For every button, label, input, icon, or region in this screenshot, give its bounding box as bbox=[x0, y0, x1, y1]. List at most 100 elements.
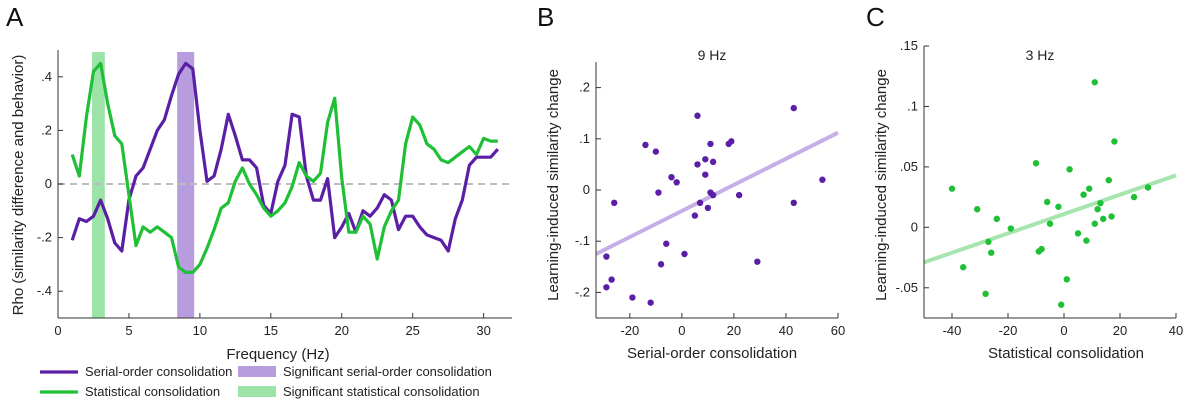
panel-c-y-tick-label: .05 bbox=[900, 159, 918, 174]
scatter-point bbox=[704, 204, 712, 212]
panel-a-y-axis-label: Rho (similarity difference and behavior) bbox=[10, 55, 27, 316]
panel-a-x-tick-label: 30 bbox=[476, 323, 490, 338]
legend-label: Statistical consolidation bbox=[85, 384, 220, 399]
scatter-point bbox=[655, 189, 662, 196]
scatter-point bbox=[819, 176, 826, 183]
scatter-point bbox=[657, 261, 665, 268]
scatter-point bbox=[1046, 220, 1054, 227]
panel-c-x-tick-label: -20 bbox=[999, 323, 1018, 338]
panel-b-y-tick-label: 0 bbox=[583, 182, 590, 197]
panel-c-y-axis-label: Learning-induced similarity change bbox=[873, 69, 890, 301]
panel-a-x-tick-label: 25 bbox=[405, 323, 419, 338]
scatter-point bbox=[1105, 176, 1113, 184]
scatter-point bbox=[735, 191, 743, 199]
scatter-point bbox=[1063, 276, 1071, 283]
scatter-point bbox=[709, 191, 717, 199]
scatter-point bbox=[696, 199, 704, 206]
scatter-point bbox=[1094, 206, 1101, 213]
scatter-point bbox=[1091, 220, 1099, 227]
scatter-point bbox=[642, 141, 649, 149]
panel-a-letter: A bbox=[6, 2, 24, 32]
panel-a-x-tick-label: 10 bbox=[193, 323, 207, 338]
scatter-point bbox=[1038, 245, 1045, 253]
panel-b-scatter-chart: B 9 Hz -20 0 20 40 60 -.2 -.1 0 .1 .2 Serial-orde… bbox=[537, 2, 845, 362]
panel-a-y-tick-label: -.2 bbox=[37, 230, 52, 245]
statistical-series-line bbox=[70, 61, 498, 274]
scatter-point bbox=[1097, 199, 1104, 207]
scatter-point bbox=[974, 206, 981, 213]
legend-label: Serial-order consolidation bbox=[85, 364, 232, 379]
panel-c-y-tick-label: .1 bbox=[907, 98, 918, 113]
panel-a-y-tick-label: 0 bbox=[45, 176, 52, 191]
panel-b-y-axis-label: Learning-induced similarity change bbox=[545, 69, 562, 301]
scatter-point bbox=[603, 253, 610, 260]
panel-b-x-tick-label: 20 bbox=[727, 323, 741, 338]
panel-c-regression-line bbox=[923, 173, 1177, 265]
legend-label: Significant serial-order consolidation bbox=[283, 364, 492, 379]
panel-b-x-tick-label: 60 bbox=[831, 323, 845, 338]
scatter-point bbox=[603, 284, 610, 291]
scatter-point bbox=[608, 276, 615, 283]
panel-b-title: 9 Hz bbox=[698, 47, 727, 63]
scatter-point bbox=[709, 158, 717, 166]
scatter-point bbox=[694, 161, 701, 168]
scatter-point bbox=[702, 156, 709, 163]
scatter-point bbox=[988, 249, 995, 256]
panel-c-x-tick-label: 40 bbox=[1169, 323, 1183, 338]
scatter-point bbox=[694, 112, 701, 119]
scatter-point bbox=[647, 299, 654, 306]
scatter-point bbox=[1066, 166, 1073, 173]
scatter-point bbox=[629, 294, 636, 301]
scatter-point bbox=[993, 215, 1000, 223]
panel-a-x-axis-label: Frequency (Hz) bbox=[226, 346, 329, 363]
scatter-point bbox=[1091, 79, 1099, 86]
significance-band bbox=[177, 52, 195, 318]
panel-c-axes: -40 -20 0 20 40 -.05 0 .05 .1 .15 bbox=[896, 38, 1184, 338]
scatter-point bbox=[702, 171, 709, 178]
scatter-point bbox=[960, 264, 967, 271]
scatter-point bbox=[1130, 193, 1138, 201]
scatter-point bbox=[790, 104, 797, 112]
panel-b-x-tick-label: -20 bbox=[620, 323, 639, 338]
legend-band-swatch bbox=[238, 366, 276, 377]
panel-b-points bbox=[603, 104, 826, 306]
legend-band-swatch bbox=[238, 386, 276, 397]
panel-b-letter: B bbox=[537, 2, 554, 32]
panel-b-y-tick-label: -.1 bbox=[575, 233, 590, 248]
scatter-point bbox=[1080, 191, 1087, 198]
scatter-point bbox=[652, 148, 660, 155]
scatter-point bbox=[948, 185, 956, 192]
panel-a-x-tick-label: 0 bbox=[54, 323, 61, 338]
scatter-point bbox=[1074, 230, 1082, 237]
panel-b-y-tick-label: .2 bbox=[579, 80, 590, 95]
panel-c-x-tick-label: 20 bbox=[1113, 323, 1127, 338]
scatter-point bbox=[985, 238, 992, 246]
scatter-point bbox=[1055, 203, 1062, 210]
panel-a-y-tick-label: .2 bbox=[41, 122, 52, 137]
scatter-point bbox=[1032, 160, 1040, 167]
scatter-point bbox=[982, 290, 989, 298]
scatter-point bbox=[1100, 215, 1107, 223]
scatter-point bbox=[1111, 138, 1118, 145]
scatter-point bbox=[1144, 184, 1152, 191]
panel-c-title: 3 Hz bbox=[1026, 47, 1055, 63]
panel-c-letter: C bbox=[866, 2, 885, 32]
scatter-point bbox=[663, 240, 670, 247]
panel-b-regression-line bbox=[595, 130, 839, 256]
panel-b-axes: -20 0 20 40 60 -.2 -.1 0 .1 .2 bbox=[575, 62, 845, 338]
panel-c-x-axis-label: Statistical consolidation bbox=[988, 345, 1144, 362]
panel-a-x-tick-label: 20 bbox=[335, 323, 349, 338]
scatter-point bbox=[668, 174, 675, 181]
legend-label: Significant statistical consolidation bbox=[283, 384, 480, 399]
panel-a-y-tick-label: .4 bbox=[41, 69, 52, 84]
panel-b-x-tick-label: 40 bbox=[779, 323, 793, 338]
panel-b-x-axis-label: Serial-order consolidation bbox=[627, 345, 797, 362]
regression-line bbox=[923, 173, 1177, 265]
scatter-point bbox=[1058, 301, 1065, 308]
regression-line bbox=[595, 130, 839, 256]
scatter-point bbox=[707, 140, 714, 148]
panel-a-series bbox=[70, 61, 499, 274]
scatter-point bbox=[1086, 185, 1093, 192]
panel-c-points bbox=[948, 79, 1152, 308]
